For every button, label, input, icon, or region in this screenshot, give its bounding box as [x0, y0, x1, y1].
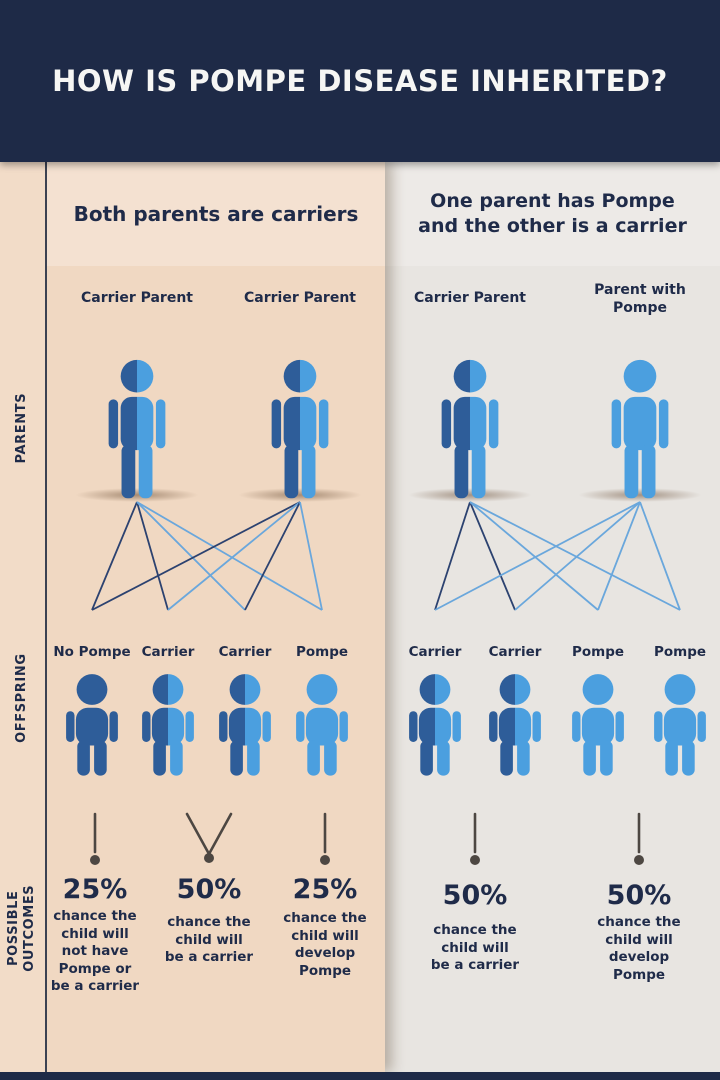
- offspring-figure-carrier-icon: [219, 674, 271, 776]
- offspring-figure-pompe-icon: [654, 674, 706, 776]
- outcome-text: chance the child will develop Pompe: [597, 914, 681, 983]
- sidebar-label-possible-outcomes: POSSIBLE OUTCOMES: [5, 884, 37, 972]
- outcome-percent: 50%: [606, 880, 672, 911]
- offspring-figure-carrier-icon: [142, 674, 194, 776]
- section-sidebar: PARENTS OFFSPRING POSSIBLE OUTCOMES: [0, 162, 46, 1072]
- outcome-percent: 25%: [292, 874, 358, 905]
- offspring-figure-carrier-icon: [409, 674, 461, 776]
- parent-label: Carrier Parent: [81, 290, 193, 306]
- footer-bar: [0, 1072, 720, 1080]
- offspring-label: Pompe: [295, 644, 349, 660]
- down-arrow-icon: [320, 812, 330, 865]
- column-heading: One parent has Pompe and the other is a …: [418, 190, 687, 237]
- offspring-figure-pompe-icon: [296, 674, 348, 776]
- inheritance-lines: [91, 501, 323, 611]
- offspring-label: Carrier: [488, 644, 542, 660]
- parent-label: Carrier Parent: [414, 290, 526, 306]
- outcome-text: chance the child will develop Pompe: [283, 910, 367, 979]
- column-both-parents-carriers: Both parents are carriers Carrier Parent…: [47, 162, 385, 1072]
- offspring-label: Carrier: [141, 644, 195, 660]
- offspring-label: No Pompe: [53, 644, 131, 660]
- down-arrow-icon: [470, 812, 480, 865]
- column-header-band: [47, 162, 385, 266]
- outcome-text: chance the child will not have Pompe or …: [50, 908, 140, 995]
- outcome-text: chance the child will be a carrier: [430, 922, 520, 974]
- offspring-figure-no-pompe-icon: [66, 674, 118, 776]
- sidebar-label-parents: PARENTS: [13, 392, 29, 464]
- column-heading: Both parents are carriers: [73, 202, 359, 226]
- parent-label: Parent with Pompe: [594, 282, 686, 316]
- header-banner: HOW IS POMPE DISEASE INHERITED?: [0, 0, 720, 162]
- figure-shadow: [238, 488, 362, 502]
- offspring-label: Pompe: [571, 644, 625, 660]
- page-title: HOW IS POMPE DISEASE INHERITED?: [52, 64, 668, 98]
- outcome-percent: 50%: [442, 880, 508, 911]
- figure-shadow: [75, 488, 199, 502]
- offspring-label: Carrier: [218, 644, 272, 660]
- outcome-percent: 25%: [62, 874, 128, 905]
- offspring-figure-carrier-icon: [489, 674, 541, 776]
- parent-figure-pompe-icon: [611, 359, 669, 499]
- sidebar-label-offspring: OFFSPRING: [13, 653, 29, 743]
- parent-figure-carrier-icon: [271, 359, 329, 499]
- inheritance-lines: [434, 501, 681, 611]
- outcome-percent: 50%: [176, 874, 242, 905]
- offspring-label: Pompe: [653, 644, 707, 660]
- figure-shadow: [408, 488, 532, 502]
- parent-figure-carrier-icon: [108, 359, 166, 499]
- outcome-text: chance the child will be a carrier: [164, 914, 254, 966]
- parent-label: Carrier Parent: [244, 290, 356, 306]
- sidebar-divider-line: [45, 160, 47, 1072]
- column-one-parent-pompe: One parent has Pompe and the other is a …: [385, 162, 720, 1072]
- offspring-label: Carrier: [408, 644, 462, 660]
- merge-arrow-icon: [185, 812, 233, 863]
- parent-figure-carrier-icon: [441, 359, 499, 499]
- down-arrow-icon: [634, 812, 644, 865]
- column-header-band: [385, 162, 720, 266]
- down-arrow-icon: [90, 812, 100, 865]
- offspring-figure-pompe-icon: [572, 674, 624, 776]
- figure-shadow: [578, 488, 702, 502]
